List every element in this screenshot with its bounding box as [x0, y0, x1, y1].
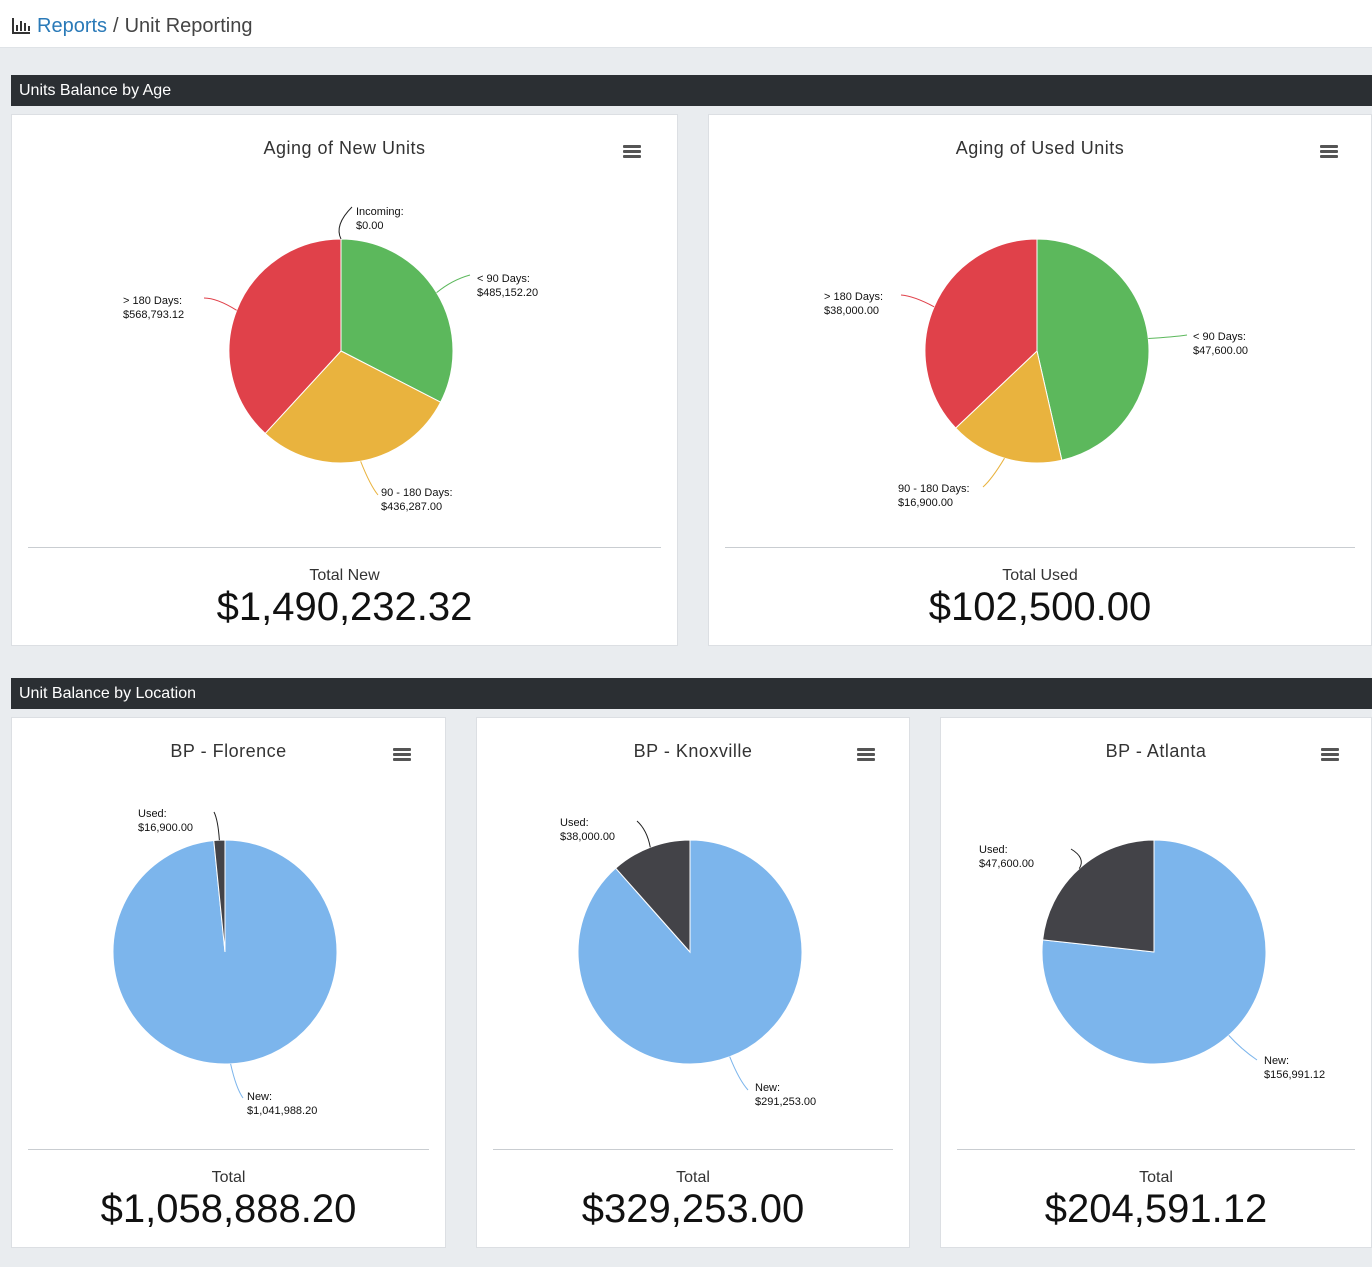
leader-line-used [213, 811, 220, 841]
pie-slice-lt90[interactable] [1036, 238, 1150, 461]
leader-line-lt90 [1148, 334, 1188, 339]
data-label-used-name: Used: [138, 808, 167, 820]
data-label-lt90-name: < 90 Days: [477, 273, 530, 285]
bar-chart-icon [12, 18, 30, 34]
leader-line-new [729, 1056, 749, 1091]
chart-title: BP - Knoxville [633, 741, 753, 761]
breadcrumb-separator: / [113, 15, 119, 37]
data-label-used-value: $38,000.00 [560, 831, 615, 843]
chart-card-new-units: Aging of New Units Incoming: $0.00 < 90 Da… [11, 114, 678, 646]
data-label-gt180-name: > 180 Days: [824, 291, 883, 303]
leader-line-d90_180 [982, 457, 1005, 488]
leader-line-gt180 [900, 294, 935, 308]
data-label-d90_180-name: 90 - 180 Days: [381, 487, 453, 499]
total-label: Total [211, 1169, 246, 1186]
total-label: Total New [309, 567, 380, 584]
data-label-used-name: Used: [560, 817, 589, 829]
hamburger-menu-icon[interactable] [393, 748, 411, 762]
total-label: Total [1139, 1169, 1173, 1186]
data-label-gt180-value: $568,793.12 [123, 309, 184, 321]
hamburger-menu-icon[interactable] [857, 748, 875, 762]
chart-card-atlanta: BP - Atlanta Used: $47,600.00 New: $156,991… [940, 717, 1372, 1248]
data-label-used-value: $47,600.00 [979, 858, 1034, 870]
pie-slice-used[interactable] [1042, 839, 1155, 953]
divider [493, 1149, 893, 1150]
pie-chart-used-units: < 90 Days: $47,600.00 90 - 180 Days: $16,90… [824, 238, 1248, 509]
data-label-new-value: $156,991.12 [1264, 1069, 1325, 1081]
leader-line-new [1228, 1035, 1258, 1061]
pie-chart-knoxville: Used: $38,000.00 New: $291,253.00 [560, 817, 816, 1108]
data-label-lt90-value: $485,152.20 [477, 287, 538, 299]
total-value: $1,490,232.32 [216, 585, 473, 629]
data-label-lt90-name: < 90 Days: [1193, 331, 1246, 343]
total-value: $102,500.00 [928, 585, 1152, 629]
data-label-gt180-value: $38,000.00 [824, 305, 879, 317]
total-label: Total Used [1002, 567, 1078, 584]
data-label-used-name: Used: [979, 844, 1008, 856]
data-label-new-value: $291,253.00 [755, 1096, 816, 1108]
breadcrumb-current: Unit Reporting [124, 15, 253, 37]
pie-slice-lt90[interactable] [340, 238, 454, 403]
leader-line-incoming [338, 206, 353, 240]
data-label-new-name: New: [1264, 1055, 1289, 1067]
data-label-incoming-value: $0.00 [356, 220, 384, 232]
hamburger-menu-icon[interactable] [1320, 145, 1338, 159]
breadcrumb-reports-link[interactable]: Reports [37, 15, 108, 37]
pie-chart-florence: Used: $16,900.00 New: $1,041,988.20 [112, 808, 338, 1117]
data-label-incoming-name: Incoming: [356, 206, 404, 218]
chart-card-florence: BP - Florence Used: $16,900.00 New: $1,041,… [11, 717, 446, 1248]
data-label-d90_180-value: $436,287.00 [381, 501, 442, 513]
chart-title: Aging of Used Units [955, 138, 1125, 158]
leader-line-d90_180 [360, 461, 379, 496]
total-value: $1,058,888.20 [100, 1187, 357, 1231]
data-label-new-name: New: [247, 1091, 272, 1103]
data-label-new-value: $1,041,988.20 [247, 1105, 317, 1117]
hamburger-menu-icon[interactable] [1321, 748, 1339, 762]
data-label-d90_180-value: $16,900.00 [898, 497, 953, 509]
leader-line-gt180 [203, 297, 237, 311]
section-header-age: Units Balance by Age [11, 75, 1372, 106]
data-label-lt90-value: $47,600.00 [1193, 345, 1248, 357]
chart-title: Aging of New Units [263, 138, 426, 158]
leader-line-used [1070, 848, 1082, 869]
pie-chart-new-units: Incoming: $0.00 < 90 Days: $485,152.20 90 - … [123, 206, 538, 513]
pie-chart-atlanta: Used: $47,600.00 New: $156,991.12 [979, 839, 1325, 1081]
leader-line-new [230, 1063, 244, 1099]
data-label-used-value: $16,900.00 [138, 822, 193, 834]
divider [957, 1149, 1355, 1150]
section-header-location: Unit Balance by Location [11, 678, 1372, 709]
divider [28, 1149, 429, 1150]
hamburger-menu-icon[interactable] [623, 145, 641, 159]
data-label-new-name: New: [755, 1082, 780, 1094]
top-bar: Reports / Unit Reporting [0, 0, 1372, 48]
chart-title: BP - Florence [170, 741, 287, 761]
total-value: $204,591.12 [1044, 1187, 1268, 1231]
chart-card-knoxville: BP - Knoxville Used: $38,000.00 New: $291,2… [476, 717, 910, 1248]
total-value: $329,253.00 [581, 1187, 805, 1231]
chart-title: BP - Atlanta [1105, 741, 1207, 761]
data-label-gt180-name: > 180 Days: [123, 295, 182, 307]
leader-line-used [636, 820, 651, 848]
pie-slice-gt180[interactable] [228, 238, 342, 435]
leader-line-lt90 [436, 274, 471, 294]
total-label: Total [676, 1169, 710, 1186]
divider [725, 547, 1355, 548]
divider [28, 547, 661, 548]
pie-slice-used[interactable] [213, 839, 226, 953]
data-label-d90_180-name: 90 - 180 Days: [898, 483, 970, 495]
chart-card-used-units: Aging of Used Units < 90 Days: $47,600.00… [708, 114, 1372, 646]
pie-slice-d90_180[interactable] [955, 350, 1063, 464]
breadcrumb: Reports / Unit Reporting [11, 13, 252, 39]
